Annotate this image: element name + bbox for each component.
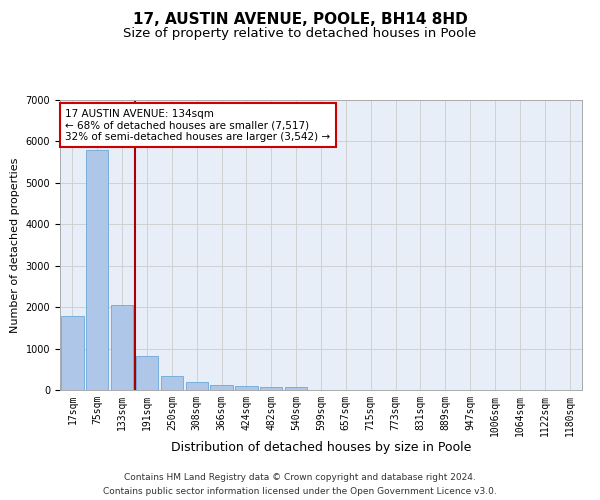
Text: Distribution of detached houses by size in Poole: Distribution of detached houses by size … xyxy=(171,441,471,454)
Bar xyxy=(86,150,109,390)
Bar xyxy=(111,305,133,390)
Bar xyxy=(61,316,83,390)
Bar xyxy=(235,386,257,390)
Y-axis label: Number of detached properties: Number of detached properties xyxy=(10,158,20,332)
Bar xyxy=(185,382,208,390)
Text: Size of property relative to detached houses in Poole: Size of property relative to detached ho… xyxy=(124,28,476,40)
Text: Contains public sector information licensed under the Open Government Licence v3: Contains public sector information licen… xyxy=(103,486,497,496)
Text: Contains HM Land Registry data © Crown copyright and database right 2024.: Contains HM Land Registry data © Crown c… xyxy=(124,473,476,482)
Bar xyxy=(211,385,233,390)
Text: 17 AUSTIN AVENUE: 134sqm
← 68% of detached houses are smaller (7,517)
32% of sem: 17 AUSTIN AVENUE: 134sqm ← 68% of detach… xyxy=(65,108,331,142)
Bar xyxy=(260,386,283,390)
Text: 17, AUSTIN AVENUE, POOLE, BH14 8HD: 17, AUSTIN AVENUE, POOLE, BH14 8HD xyxy=(133,12,467,28)
Bar xyxy=(285,386,307,390)
Bar xyxy=(161,376,183,390)
Bar xyxy=(136,356,158,390)
